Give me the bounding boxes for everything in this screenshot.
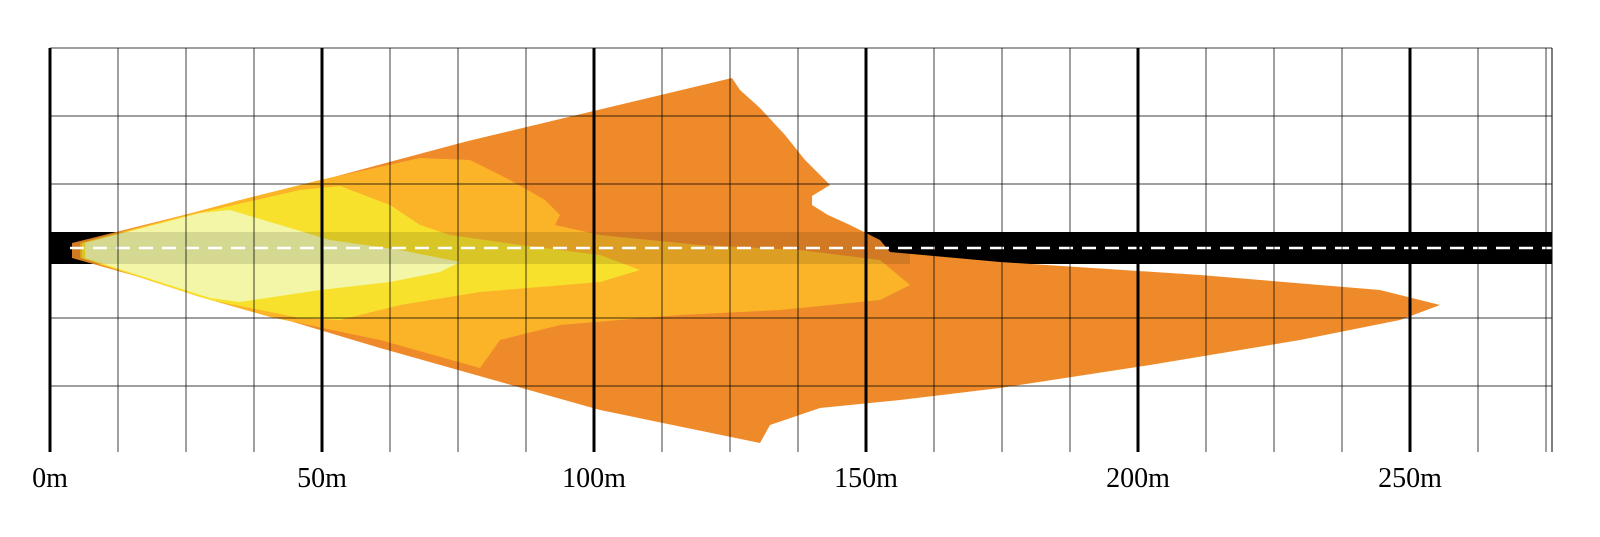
distance-axis: 0m 50m 100m 150m 200m 250m: [32, 463, 1442, 494]
axis-tick-label: 100m: [562, 463, 626, 494]
axis-tick-label: 250m: [1378, 463, 1442, 494]
beam-zone-core: [85, 210, 460, 302]
axis-tick-label: 50m: [297, 463, 347, 494]
axis-tick-label: 0m: [32, 463, 68, 494]
axis-tick-label: 150m: [834, 463, 898, 494]
road-overlap-shade: [50, 232, 910, 264]
beam-zones: [72, 78, 1440, 443]
grid-overlay: [48, 47, 1553, 452]
axis-tick-label: 200m: [1106, 463, 1170, 494]
